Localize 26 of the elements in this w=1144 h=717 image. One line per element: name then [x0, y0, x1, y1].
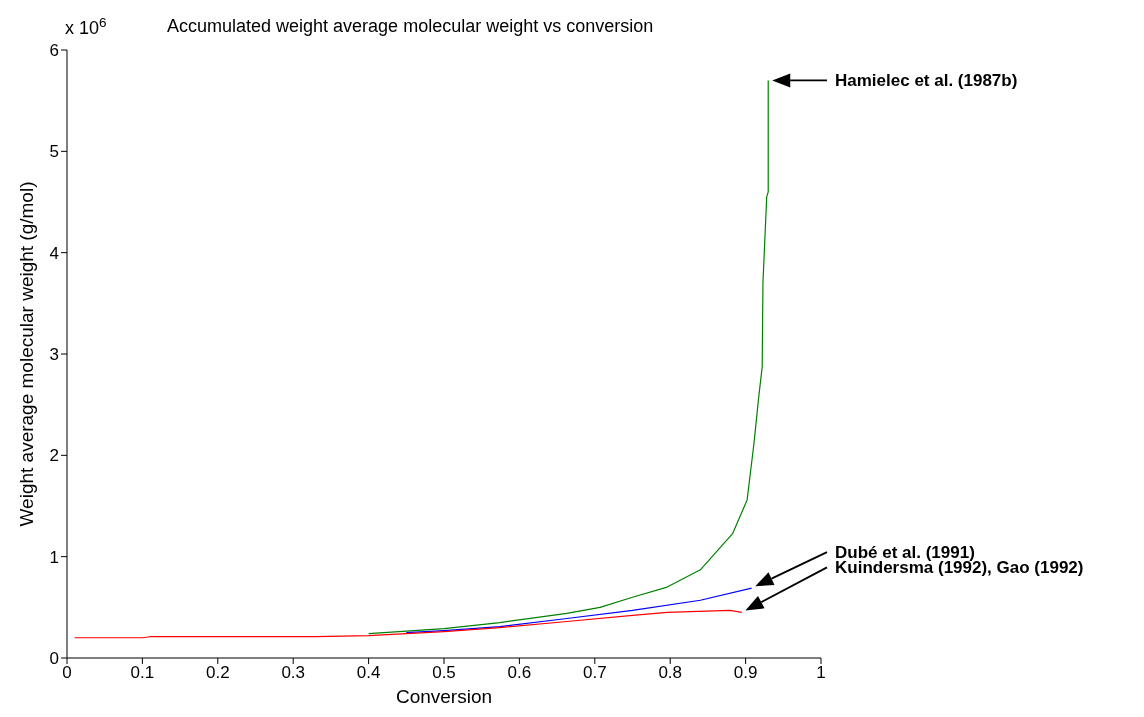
text: Hamielec et al. (1987b) [835, 71, 1018, 91]
text: x 10$^{6}$ [65, 14, 107, 38]
x-tick-label: 0 [62, 663, 72, 683]
y-tick-label: 0 [49, 649, 59, 669]
y-tick-label: 1 [49, 547, 59, 567]
x-tick-label: 0.3 [281, 663, 306, 683]
x-tick-label: 0.5 [432, 663, 456, 683]
x-tick-label: 0.7 [582, 663, 607, 683]
line-series [368, 79, 769, 635]
x-axis-title: Conversion [395, 686, 493, 707]
x-tick-label: 1 [816, 663, 826, 683]
x-tick-label: 0.1 [130, 663, 155, 683]
line-series [405, 587, 753, 634]
y-axis-title: Weight average molecular weight (g/mol) [15, 181, 37, 527]
line-series [73, 609, 743, 639]
x-tick-label: 0.2 [205, 663, 230, 683]
x-tick-label: 0.4 [356, 663, 381, 683]
x-tick-label: 0.6 [507, 663, 532, 683]
x-tick-label: 0.9 [733, 663, 758, 683]
y-tick-label: 4 [49, 243, 59, 263]
y-tick-label: 3 [49, 345, 59, 365]
x-tick-label: 0.8 [658, 663, 683, 683]
y-tick-label: 6 [49, 41, 59, 61]
chart-title: Accumulated weight average molecular weight vs conversion [167, 16, 654, 36]
y-tick-label: 2 [49, 446, 59, 466]
y-tick-label: 5 [49, 142, 59, 162]
